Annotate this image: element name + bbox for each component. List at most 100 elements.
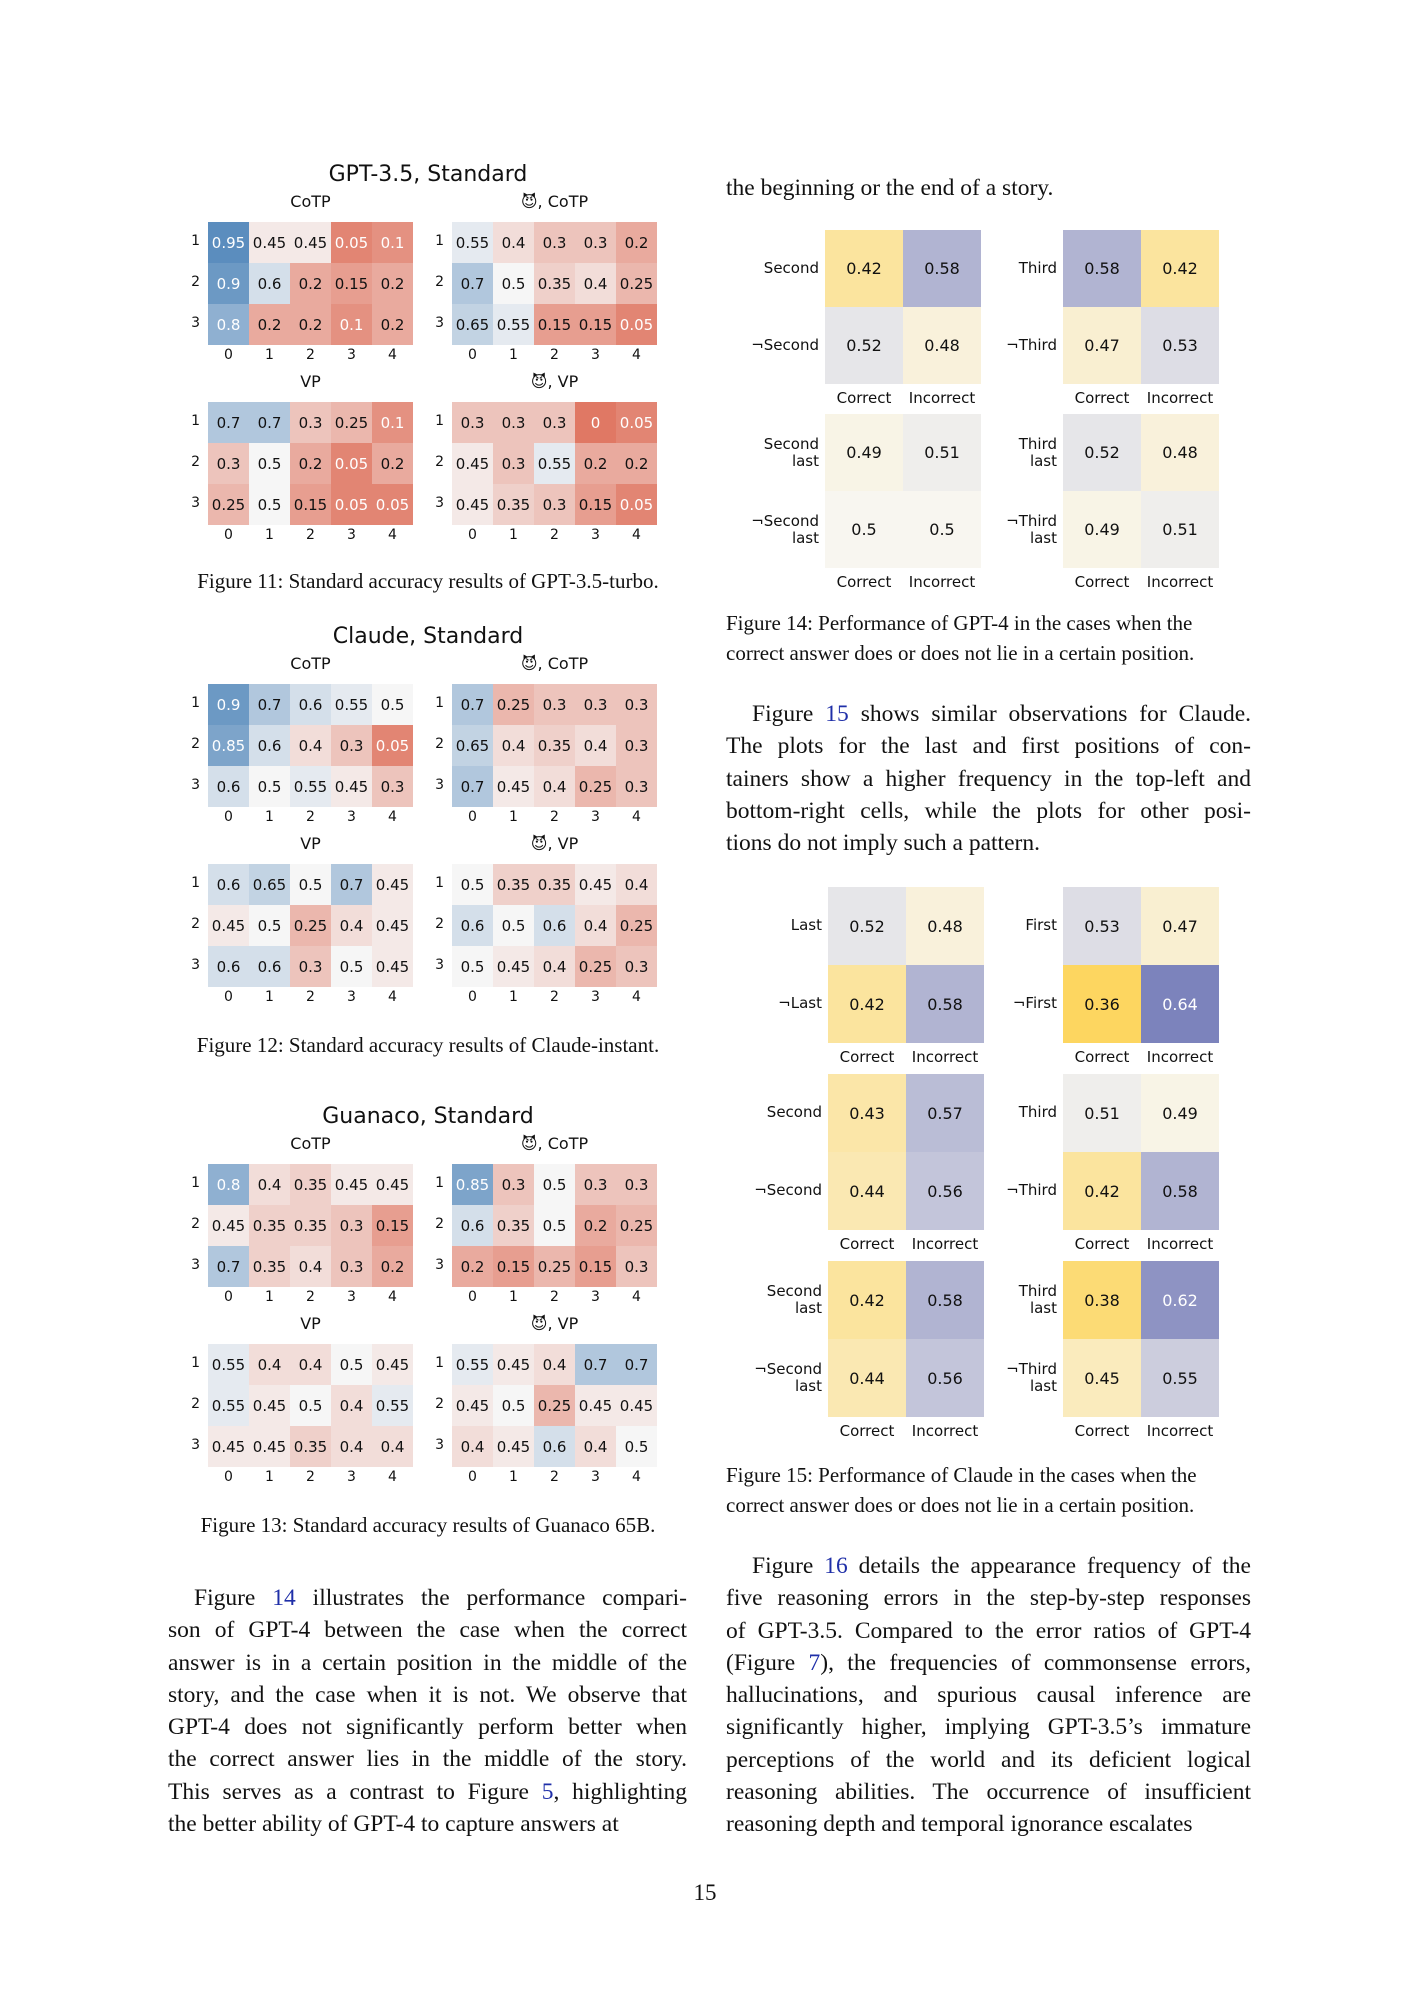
col-tick: 0 (224, 347, 233, 363)
heatmap-cell: 0.3 (575, 1164, 616, 1205)
col-tick: 2 (550, 809, 559, 825)
position-col-label: Correct (1074, 1048, 1130, 1066)
position-cell: 0.44 (828, 1152, 906, 1230)
heatmap-cell: 0.55 (534, 443, 575, 484)
figure-caption: Figure 14: Performance of GPT-4 in the c… (726, 611, 1195, 665)
heatmap-cell: 0.45 (575, 1385, 616, 1426)
heatmap-cell: 0.4 (331, 905, 372, 946)
heatmap-cell: 0.3 (616, 1246, 657, 1287)
heatmap-cell: 0.6 (534, 905, 575, 946)
col-tick: 0 (224, 989, 233, 1005)
position-row-label: ¬Second (695, 335, 819, 354)
position-cell: 0.55 (1141, 1339, 1219, 1417)
heatmap-cell: 0.4 (493, 222, 534, 263)
row-label-part: Third (1018, 1282, 1057, 1300)
heatmap-cell: 0.4 (575, 725, 616, 766)
position-cell: 0.43 (828, 1074, 906, 1152)
position-row-label: Third (933, 1104, 1057, 1121)
heatmap-cell: 0.4 (452, 1426, 493, 1467)
row-label-part: ¬Second (754, 1181, 822, 1199)
heatmap-cell: 0.2 (372, 263, 413, 304)
heatmap-cell: 0.05 (616, 402, 657, 443)
heatmap-cell: 0.6 (208, 864, 249, 905)
heatmap-cell: 0.2 (452, 1246, 493, 1287)
position-row-label: Second (695, 259, 819, 277)
position-cell: 0.48 (903, 307, 981, 384)
row-tick: 3 (191, 315, 200, 331)
col-tick: 2 (306, 989, 315, 1005)
figure-link[interactable]: 14 (272, 1585, 296, 1611)
text-line: Figure 14 illustrates the performance co… (194, 1585, 687, 1611)
col-tick: 0 (468, 809, 477, 825)
heatmap-cell: 0.5 (249, 905, 290, 946)
heatmap-cell: 0.35 (534, 725, 575, 766)
row-label-part: ¬First (1012, 994, 1057, 1012)
heatmap-cell: 0.3 (616, 766, 657, 807)
position-cell: 0.52 (1063, 414, 1141, 491)
row-tick: 3 (191, 777, 200, 793)
figure-link[interactable]: 5 (541, 1778, 554, 1805)
row-label-part: last (1029, 451, 1057, 470)
heatmap-cell: 0.25 (331, 402, 372, 443)
text-line: tainers show a higher frequency in the t… (726, 765, 1251, 792)
position-cell: 0.47 (1141, 887, 1219, 965)
heatmap-cell: 0.3 (534, 222, 575, 263)
position-cell: 0.42 (828, 965, 906, 1043)
heatmap-cell: 0.45 (452, 484, 493, 525)
heatmap-cell: 0.45 (249, 1385, 290, 1426)
row-tick: 2 (435, 454, 444, 470)
row-label-part: ¬Third (1006, 1181, 1057, 1199)
figure-link[interactable]: 7 (808, 1649, 821, 1676)
position-col-label: Incorrect (1146, 573, 1214, 591)
row-label-part: ¬Second (751, 335, 819, 354)
position-cell: 0.52 (825, 307, 903, 384)
heatmap-cell: 0.7 (452, 766, 493, 807)
heatmap-cell: 0.55 (331, 684, 372, 725)
position-col-label: Correct (1074, 389, 1130, 407)
position-row-label: First (933, 917, 1057, 934)
heatmap-cell: 0.3 (493, 402, 534, 443)
position-col-label: Correct (836, 389, 892, 407)
col-tick: 3 (347, 1469, 356, 1485)
heatmap-cell: 0.6 (208, 946, 249, 987)
figure-link[interactable]: 15 (825, 701, 849, 727)
heatmap-cell: 0.5 (452, 864, 493, 905)
row-label-part: last (1029, 528, 1057, 547)
heatmap-cell: 0.3 (493, 443, 534, 484)
col-tick: 2 (550, 989, 559, 1005)
row-label-part: ¬Third (1006, 511, 1057, 530)
col-tick: 2 (550, 527, 559, 543)
heatmap-cell: 0.9 (208, 684, 249, 725)
figure-link[interactable]: 16 (824, 1553, 848, 1579)
heatmap-cell: 0.45 (493, 946, 534, 987)
heatmap-cell: 0.25 (534, 1246, 575, 1287)
position-cell: 0.5 (825, 491, 903, 568)
heatmap-cell: 0.65 (452, 304, 493, 345)
heatmap-cell: 0.35 (493, 864, 534, 905)
position-cell: 0.58 (1141, 1152, 1219, 1230)
heatmap-cell: 0.45 (290, 222, 331, 263)
heatmap-cell: 0.1 (331, 304, 372, 345)
heatmap-cell: 0.2 (616, 222, 657, 263)
row-tick: 1 (435, 695, 444, 711)
position-cell: 0.62 (1141, 1261, 1219, 1339)
heatmap-cell: 0.05 (331, 443, 372, 484)
heatmap-cell: 0.3 (616, 1164, 657, 1205)
heatmap-cell: 0.2 (290, 263, 331, 304)
heatmap-cell: 0.55 (208, 1385, 249, 1426)
row-label-part: ¬Last (778, 994, 822, 1012)
heatmap-cell: 0.5 (372, 684, 413, 725)
heatmap-cell: 0.3 (616, 725, 657, 766)
panel-label: 😈, VP (530, 1314, 579, 1333)
panel-label: 😈, VP (530, 372, 579, 391)
heatmap-cell: 0.6 (452, 1205, 493, 1246)
heatmap-cell: 0.45 (493, 1344, 534, 1385)
position-cell: 0.51 (1141, 491, 1219, 568)
position-cell: 0.58 (903, 230, 981, 307)
heatmap-cell: 0.7 (208, 402, 249, 443)
row-label-part: First (1025, 916, 1057, 934)
heatmap-cell: 0.2 (372, 304, 413, 345)
heatmap-cell: 0.65 (249, 864, 290, 905)
col-tick: 3 (347, 527, 356, 543)
position-col-label: Correct (839, 1235, 895, 1253)
